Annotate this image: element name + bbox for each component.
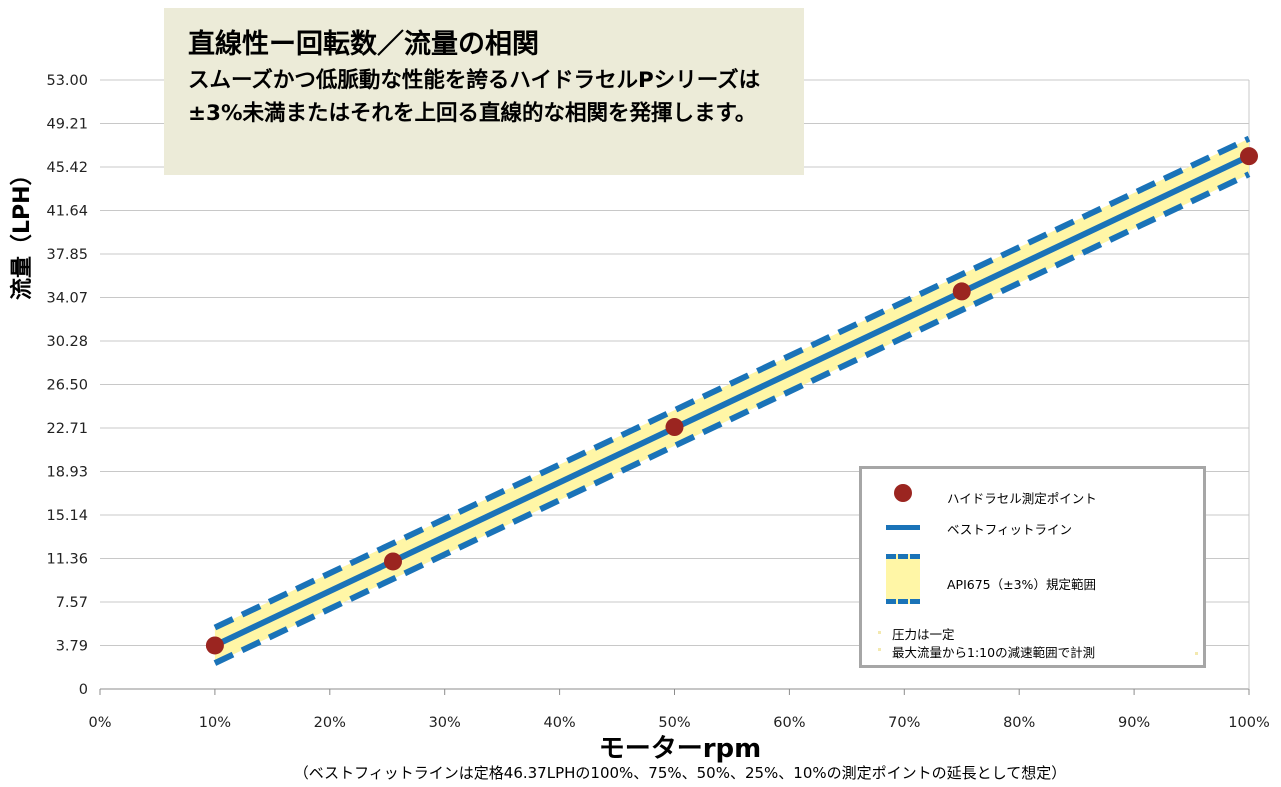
- data-point: [1240, 147, 1258, 166]
- x-axis-label: モーターrpm: [598, 734, 762, 764]
- y-tick-label: 45.42: [46, 160, 88, 176]
- x-tick-label: 30%: [429, 715, 461, 731]
- footnote: （ベストフィットラインは定格46.37LPHの100%、75%、50%、25%、…: [293, 764, 1067, 782]
- data-point: [383, 552, 402, 571]
- legend-label-band: API675（±3%）規定範囲: [947, 577, 1096, 592]
- y-tick-label: 3.79: [56, 639, 88, 655]
- callout-title: 直線性ー回転数／流量の相関: [188, 29, 539, 60]
- y-tick-label: 11.36: [46, 552, 88, 568]
- y-tick-label: 18.93: [46, 465, 88, 481]
- tolerance-lower-line: [213, 171, 1251, 666]
- legend-marker-bestfit: [886, 525, 920, 530]
- legend-marker-points: [894, 484, 912, 502]
- y-tick-label: 30.28: [46, 334, 88, 350]
- tolerance-upper-line: [213, 135, 1251, 631]
- legend-note-range: 最大流量から1:10の減速範囲で計測: [892, 645, 1096, 660]
- x-tick-label: 80%: [1003, 715, 1035, 731]
- legend-label-bestfit: ベストフィットライン: [947, 522, 1073, 537]
- y-tick-label: 0: [79, 682, 88, 698]
- data-point: [952, 282, 971, 301]
- y-axis-label: 流量（LPH）: [10, 163, 35, 300]
- legend: ハイドラセル測定ポイント ベストフィットライン API675（±3%）規定範囲 …: [859, 466, 1206, 668]
- x-tick-label: 40%: [543, 715, 575, 731]
- legend-note-bullet: [878, 631, 881, 634]
- data-point: [205, 636, 224, 655]
- y-tick-label: 26.50: [46, 378, 88, 394]
- description-callout: 直線性ー回転数／流量の相関 スムーズかつ低脈動な性能を誇るハイドラセルPシリーズ…: [164, 8, 804, 175]
- legend-note-bullet: [878, 648, 881, 651]
- legend-note-bullet: [1195, 652, 1198, 655]
- legend-note-pressure: 圧力は一定: [892, 627, 955, 642]
- y-tick-label: 53.00: [46, 73, 88, 89]
- x-tick-label: 20%: [314, 715, 346, 731]
- y-tick-label: 49.21: [46, 117, 88, 133]
- x-tick-label: 50%: [658, 715, 690, 731]
- y-tick-label: 41.64: [46, 204, 88, 220]
- data-point: [665, 418, 684, 437]
- legend-marker-band: [886, 554, 920, 604]
- y-tick-label: 7.57: [56, 595, 88, 611]
- y-tick-label: 22.71: [46, 421, 88, 437]
- x-tick-label: 90%: [1118, 715, 1150, 731]
- y-tick-label: 34.07: [46, 291, 88, 307]
- y-tick-label: 37.85: [46, 247, 88, 263]
- x-tick-label: 100%: [1228, 715, 1269, 731]
- y-tick-label: 15.14: [46, 508, 88, 524]
- x-tick-label: 0%: [88, 715, 111, 731]
- callout-body: スムーズかつ低脈動な性能を誇るハイドラセルPシリーズは±3%未満またはそれを上回…: [188, 68, 761, 126]
- x-tick-label: 10%: [199, 715, 231, 731]
- legend-label-points: ハイドラセル測定ポイント: [947, 491, 1097, 506]
- x-tick-label: 70%: [888, 715, 920, 731]
- x-tick-label: 60%: [773, 715, 805, 731]
